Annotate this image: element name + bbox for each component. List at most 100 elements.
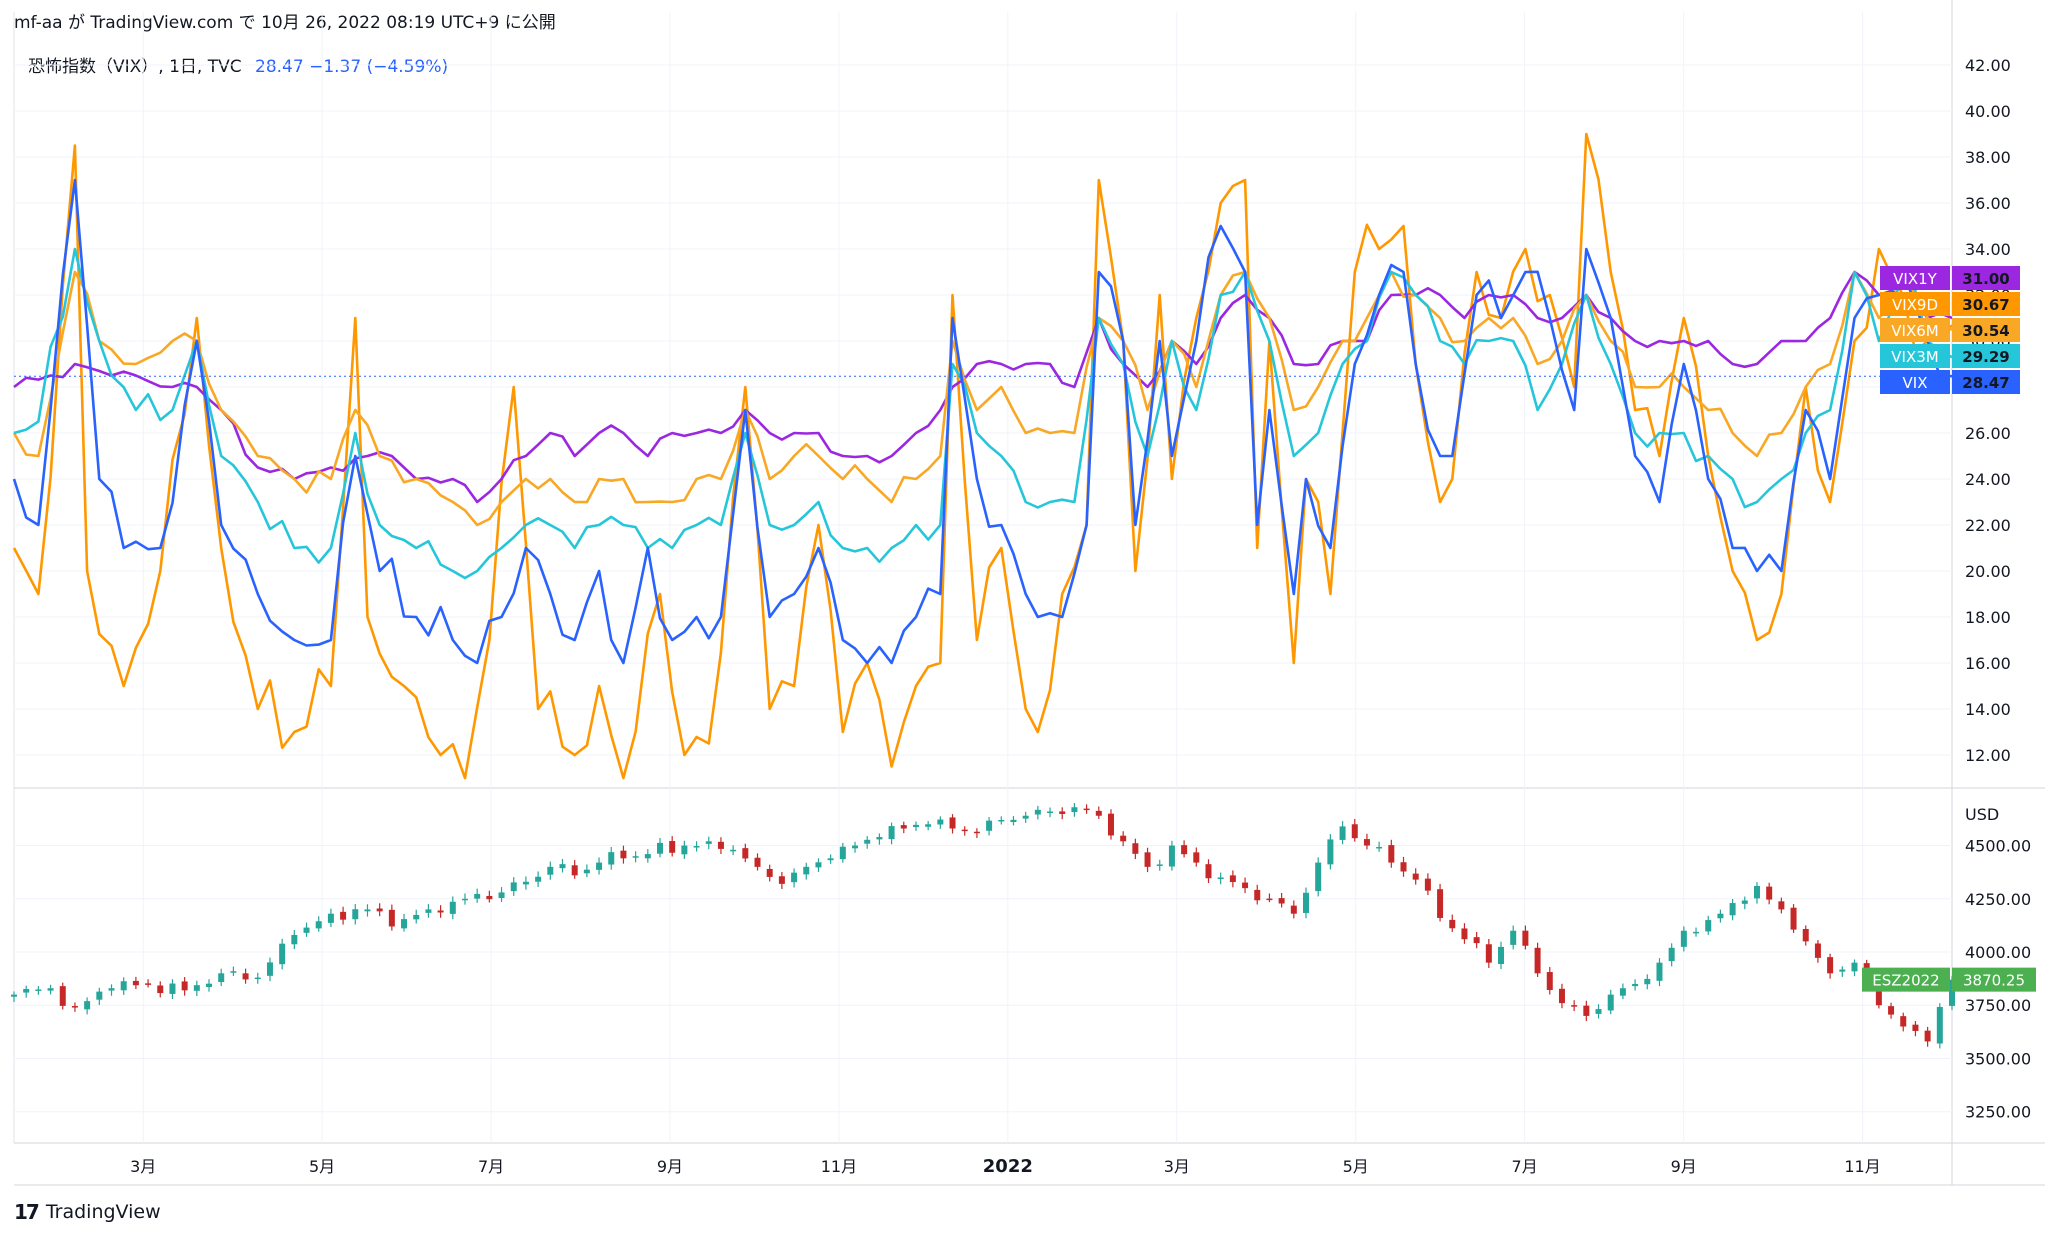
candle-body[interactable]: [1376, 846, 1383, 849]
candle-body[interactable]: [669, 841, 676, 853]
candle-body[interactable]: [1766, 886, 1773, 900]
candle-body[interactable]: [1437, 889, 1444, 918]
candle-body[interactable]: [1254, 889, 1261, 901]
candle-body[interactable]: [1242, 882, 1249, 889]
candle-body[interactable]: [583, 869, 590, 874]
candle-body[interactable]: [778, 876, 785, 884]
candle-body[interactable]: [486, 895, 493, 900]
candle-body[interactable]: [376, 908, 383, 912]
chart-legend[interactable]: 恐怖指数（VIX）, 1日, TVC 28.47 −1.37 (−4.59%): [28, 52, 448, 77]
candle-body[interactable]: [596, 862, 603, 870]
candle-body[interactable]: [1534, 947, 1541, 974]
candle-body[interactable]: [413, 914, 420, 920]
candle-body[interactable]: [973, 831, 980, 834]
candle-body[interactable]: [1741, 900, 1748, 904]
candle-body[interactable]: [327, 913, 334, 923]
candle-body[interactable]: [449, 901, 456, 914]
candle-body[interactable]: [1924, 1030, 1931, 1042]
candle-body[interactable]: [1047, 811, 1054, 813]
candle-body[interactable]: [571, 865, 578, 876]
candle-body[interactable]: [900, 825, 907, 829]
candle-body[interactable]: [1132, 843, 1139, 854]
candle-body[interactable]: [815, 862, 822, 868]
candle-body[interactable]: [1059, 811, 1066, 814]
candle-body[interactable]: [742, 848, 749, 859]
candle-body[interactable]: [1814, 943, 1821, 958]
candle-body[interactable]: [364, 909, 371, 912]
candle-body[interactable]: [1498, 946, 1505, 964]
candle-body[interactable]: [1022, 815, 1029, 819]
candle-body[interactable]: [620, 850, 627, 859]
candle-body[interactable]: [1266, 898, 1273, 901]
candle-body[interactable]: [1363, 839, 1370, 846]
candle-body[interactable]: [1034, 809, 1041, 815]
candle-body[interactable]: [1778, 901, 1785, 910]
candle-body[interactable]: [71, 1006, 78, 1008]
candle-body[interactable]: [340, 911, 347, 920]
candle-body[interactable]: [1583, 1005, 1590, 1016]
candle-body[interactable]: [108, 988, 115, 991]
candle-body[interactable]: [1644, 978, 1651, 985]
candle-body[interactable]: [705, 841, 712, 844]
candle-body[interactable]: [632, 856, 639, 858]
candle-body[interactable]: [681, 845, 688, 855]
candle-body[interactable]: [352, 909, 359, 920]
candle-body[interactable]: [1693, 931, 1700, 934]
candle-body[interactable]: [730, 849, 737, 852]
candle-body[interactable]: [1839, 969, 1846, 972]
series-line-vix1y[interactable]: [13, 270, 1953, 504]
candle-body[interactable]: [1680, 930, 1687, 947]
candle-body[interactable]: [803, 866, 810, 875]
candle-body[interactable]: [1949, 979, 1955, 1006]
candle-body[interactable]: [1278, 898, 1285, 904]
candle-body[interactable]: [35, 989, 42, 991]
candle-body[interactable]: [1449, 919, 1456, 929]
candle-body[interactable]: [145, 983, 152, 985]
series-line-vix[interactable]: [12, 178, 1953, 665]
candle-body[interactable]: [1485, 944, 1492, 963]
candle-body[interactable]: [388, 909, 395, 927]
candle-body[interactable]: [1790, 907, 1797, 930]
candle-body[interactable]: [1668, 947, 1675, 962]
candle-body[interactable]: [1546, 972, 1553, 990]
candle-body[interactable]: [96, 991, 103, 1000]
candle-body[interactable]: [218, 973, 225, 983]
candle-body[interactable]: [1912, 1024, 1919, 1031]
candle-body[interactable]: [1290, 905, 1297, 914]
candle-body[interactable]: [84, 1001, 91, 1010]
candle-body[interactable]: [47, 988, 54, 991]
candle-body[interactable]: [559, 864, 566, 869]
candle-body[interactable]: [303, 927, 310, 933]
candle-body[interactable]: [474, 893, 481, 899]
candle-body[interactable]: [912, 824, 919, 828]
candle-body[interactable]: [1888, 1006, 1895, 1015]
candle-body[interactable]: [925, 824, 932, 827]
candle-body[interactable]: [1656, 962, 1663, 981]
candle-body[interactable]: [1522, 930, 1529, 946]
candle-body[interactable]: [986, 820, 993, 831]
candle-body[interactable]: [1388, 845, 1395, 863]
candle-body[interactable]: [693, 846, 700, 848]
candle-body[interactable]: [120, 981, 127, 991]
candle-body[interactable]: [437, 910, 444, 913]
candle-body[interactable]: [1619, 988, 1626, 996]
candle-body[interactable]: [827, 858, 834, 861]
candle-body[interactable]: [754, 857, 761, 867]
candle-body[interactable]: [535, 876, 542, 882]
candle-body[interactable]: [1327, 839, 1334, 865]
candle-body[interactable]: [157, 985, 164, 994]
candle-body[interactable]: [791, 872, 798, 883]
candle-body[interactable]: [961, 829, 968, 832]
candle-body[interactable]: [522, 881, 529, 885]
candle-body[interactable]: [1461, 928, 1468, 940]
candle-body[interactable]: [1120, 835, 1127, 842]
candle-body[interactable]: [949, 817, 956, 829]
candle-body[interactable]: [1424, 878, 1431, 891]
candle-body[interactable]: [498, 892, 505, 898]
candle-body[interactable]: [1412, 873, 1419, 880]
candle-body[interactable]: [1802, 928, 1809, 942]
candle-body[interactable]: [888, 826, 895, 840]
tradingview-brand[interactable]: 17 TradingView: [14, 1200, 161, 1224]
candle-body[interactable]: [1107, 813, 1114, 836]
